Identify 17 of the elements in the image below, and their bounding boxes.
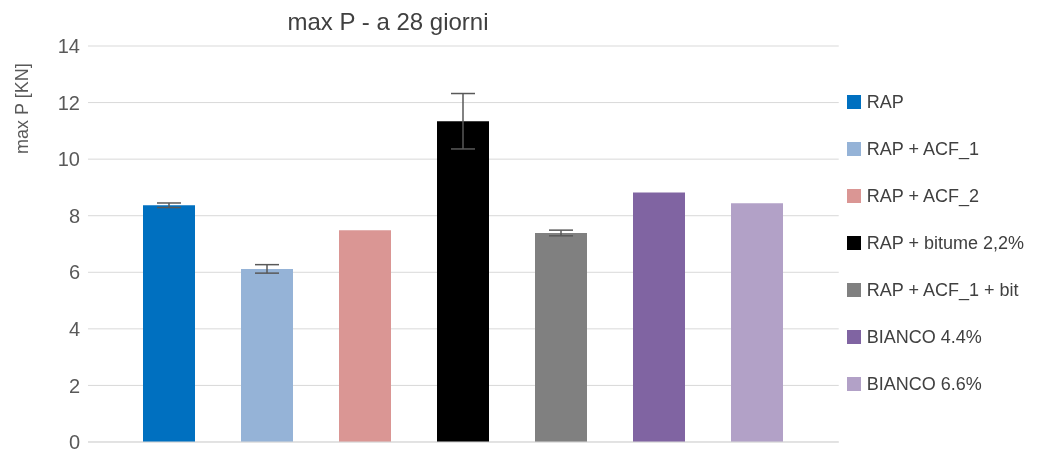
chart-title: max P - a 28 giorni xyxy=(286,8,490,35)
legend-label: BIANCO 6.6% xyxy=(866,373,982,395)
y-tick-label: 8 xyxy=(68,204,80,227)
y-tick-label: 4 xyxy=(68,317,80,340)
legend-label: RAP + ACF_1 + bit xyxy=(866,279,1019,301)
legend-label: RAP + bitume 2,2% xyxy=(866,232,1024,254)
legend-label: RAP + ACF_1 xyxy=(866,138,979,160)
y-tick-label: 2 xyxy=(68,374,80,397)
y-tick-label: 14 xyxy=(57,35,80,58)
legend-label: RAP + ACF_2 xyxy=(866,185,979,207)
y-tick-label: 0 xyxy=(68,431,80,454)
legend-label: BIANCO 4.4% xyxy=(866,326,982,348)
y-axis-title: max P [KN] xyxy=(12,63,33,154)
y-tick-label: 10 xyxy=(57,148,80,171)
y-tick-label: 6 xyxy=(68,261,80,284)
legend-label: RAP xyxy=(866,91,904,113)
y-tick-label: 12 xyxy=(57,91,80,114)
